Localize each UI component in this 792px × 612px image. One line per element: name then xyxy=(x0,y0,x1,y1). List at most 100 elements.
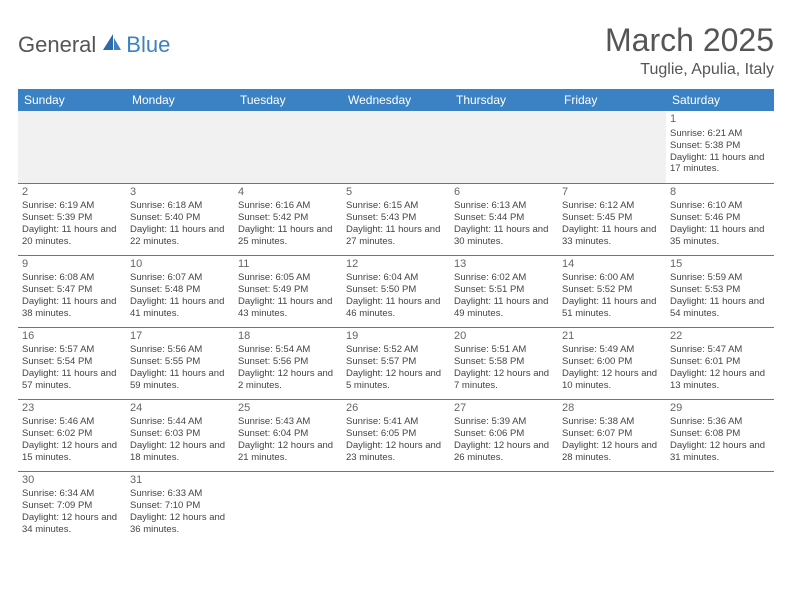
daylight-text: Daylight: 11 hours and 49 minutes. xyxy=(454,296,554,320)
calendar-day-cell: 26Sunrise: 5:41 AMSunset: 6:05 PMDayligh… xyxy=(342,399,450,471)
calendar-day-cell: 7Sunrise: 6:12 AMSunset: 5:45 PMDaylight… xyxy=(558,183,666,255)
day-number: 6 xyxy=(454,186,554,200)
daylight-text: Daylight: 11 hours and 30 minutes. xyxy=(454,224,554,248)
sunset-text: Sunset: 5:49 PM xyxy=(238,284,338,296)
header: General Blue March 2025 Tuglie, Apulia, … xyxy=(18,22,774,79)
daylight-text: Daylight: 12 hours and 15 minutes. xyxy=(22,440,122,464)
daylight-text: Daylight: 11 hours and 33 minutes. xyxy=(562,224,662,248)
sunset-text: Sunset: 5:48 PM xyxy=(130,284,230,296)
sunset-text: Sunset: 6:02 PM xyxy=(22,428,122,440)
day-number: 2 xyxy=(22,186,122,200)
brand-part2: Blue xyxy=(126,32,170,58)
day-number: 15 xyxy=(670,258,770,272)
calendar-week-row: 16Sunrise: 5:57 AMSunset: 5:54 PMDayligh… xyxy=(18,327,774,399)
daylight-text: Daylight: 12 hours and 26 minutes. xyxy=(454,440,554,464)
calendar-day-cell: 9Sunrise: 6:08 AMSunset: 5:47 PMDaylight… xyxy=(18,255,126,327)
calendar-day-cell: 31Sunrise: 6:33 AMSunset: 7:10 PMDayligh… xyxy=(126,471,234,543)
day-number: 20 xyxy=(454,330,554,344)
calendar-week-row: 1Sunrise: 6:21 AMSunset: 5:38 PMDaylight… xyxy=(18,111,774,183)
daylight-text: Daylight: 12 hours and 36 minutes. xyxy=(130,512,230,536)
calendar-day-cell xyxy=(558,471,666,543)
daylight-text: Daylight: 12 hours and 2 minutes. xyxy=(238,368,338,392)
calendar-day-cell: 13Sunrise: 6:02 AMSunset: 5:51 PMDayligh… xyxy=(450,255,558,327)
sunrise-text: Sunrise: 5:43 AM xyxy=(238,416,338,428)
daylight-text: Daylight: 12 hours and 28 minutes. xyxy=(562,440,662,464)
day-number: 28 xyxy=(562,402,662,416)
brand-logo: General Blue xyxy=(18,32,170,58)
calendar-day-cell: 28Sunrise: 5:38 AMSunset: 6:07 PMDayligh… xyxy=(558,399,666,471)
calendar-day-cell xyxy=(234,471,342,543)
day-number: 10 xyxy=(130,258,230,272)
calendar-day-cell: 8Sunrise: 6:10 AMSunset: 5:46 PMDaylight… xyxy=(666,183,774,255)
calendar-day-cell: 30Sunrise: 6:34 AMSunset: 7:09 PMDayligh… xyxy=(18,471,126,543)
calendar-day-cell: 24Sunrise: 5:44 AMSunset: 6:03 PMDayligh… xyxy=(126,399,234,471)
calendar-day-cell: 4Sunrise: 6:16 AMSunset: 5:42 PMDaylight… xyxy=(234,183,342,255)
calendar-week-row: 30Sunrise: 6:34 AMSunset: 7:09 PMDayligh… xyxy=(18,471,774,543)
sunset-text: Sunset: 7:09 PM xyxy=(22,500,122,512)
sunset-text: Sunset: 5:54 PM xyxy=(22,356,122,368)
calendar-day-cell: 16Sunrise: 5:57 AMSunset: 5:54 PMDayligh… xyxy=(18,327,126,399)
daylight-text: Daylight: 11 hours and 51 minutes. xyxy=(562,296,662,320)
day-number: 22 xyxy=(670,330,770,344)
daylight-text: Daylight: 11 hours and 54 minutes. xyxy=(670,296,770,320)
sunset-text: Sunset: 6:04 PM xyxy=(238,428,338,440)
sunrise-text: Sunrise: 5:57 AM xyxy=(22,344,122,356)
calendar-day-cell: 10Sunrise: 6:07 AMSunset: 5:48 PMDayligh… xyxy=(126,255,234,327)
calendar-page: General Blue March 2025 Tuglie, Apulia, … xyxy=(0,0,792,557)
sunrise-text: Sunrise: 5:47 AM xyxy=(670,344,770,356)
sunset-text: Sunset: 5:47 PM xyxy=(22,284,122,296)
daylight-text: Daylight: 11 hours and 25 minutes. xyxy=(238,224,338,248)
day-number: 25 xyxy=(238,402,338,416)
calendar-day-cell xyxy=(666,471,774,543)
calendar-day-cell: 2Sunrise: 6:19 AMSunset: 5:39 PMDaylight… xyxy=(18,183,126,255)
calendar-day-cell xyxy=(450,471,558,543)
daylight-text: Daylight: 11 hours and 43 minutes. xyxy=(238,296,338,320)
sunset-text: Sunset: 5:53 PM xyxy=(670,284,770,296)
sunset-text: Sunset: 5:55 PM xyxy=(130,356,230,368)
brand-part1: General xyxy=(18,32,96,58)
daylight-text: Daylight: 12 hours and 5 minutes. xyxy=(346,368,446,392)
sunrise-text: Sunrise: 6:08 AM xyxy=(22,272,122,284)
calendar-day-cell xyxy=(342,111,450,183)
day-number: 18 xyxy=(238,330,338,344)
day-number: 19 xyxy=(346,330,446,344)
day-number: 29 xyxy=(670,402,770,416)
daylight-text: Daylight: 11 hours and 41 minutes. xyxy=(130,296,230,320)
page-title: March 2025 xyxy=(605,22,774,59)
day-number: 23 xyxy=(22,402,122,416)
sunrise-text: Sunrise: 6:13 AM xyxy=(454,200,554,212)
sunrise-text: Sunrise: 5:51 AM xyxy=(454,344,554,356)
sunset-text: Sunset: 5:50 PM xyxy=(346,284,446,296)
calendar-day-cell: 6Sunrise: 6:13 AMSunset: 5:44 PMDaylight… xyxy=(450,183,558,255)
calendar-day-cell xyxy=(126,111,234,183)
day-number: 21 xyxy=(562,330,662,344)
sunset-text: Sunset: 6:01 PM xyxy=(670,356,770,368)
calendar-day-cell: 14Sunrise: 6:00 AMSunset: 5:52 PMDayligh… xyxy=(558,255,666,327)
sunrise-text: Sunrise: 5:44 AM xyxy=(130,416,230,428)
sunrise-text: Sunrise: 6:00 AM xyxy=(562,272,662,284)
weekday-header-row: Sunday Monday Tuesday Wednesday Thursday… xyxy=(18,89,774,111)
calendar-table: Sunday Monday Tuesday Wednesday Thursday… xyxy=(18,89,774,543)
day-number: 9 xyxy=(22,258,122,272)
daylight-text: Daylight: 12 hours and 31 minutes. xyxy=(670,440,770,464)
calendar-day-cell: 11Sunrise: 6:05 AMSunset: 5:49 PMDayligh… xyxy=(234,255,342,327)
sunrise-text: Sunrise: 5:36 AM xyxy=(670,416,770,428)
day-number: 12 xyxy=(346,258,446,272)
day-number: 24 xyxy=(130,402,230,416)
sunrise-text: Sunrise: 6:15 AM xyxy=(346,200,446,212)
sunrise-text: Sunrise: 6:12 AM xyxy=(562,200,662,212)
day-number: 7 xyxy=(562,186,662,200)
sail-icon xyxy=(101,32,123,58)
sunrise-text: Sunrise: 5:52 AM xyxy=(346,344,446,356)
sunset-text: Sunset: 6:03 PM xyxy=(130,428,230,440)
weekday-header: Sunday xyxy=(18,89,126,111)
day-number: 8 xyxy=(670,186,770,200)
calendar-day-cell: 19Sunrise: 5:52 AMSunset: 5:57 PMDayligh… xyxy=(342,327,450,399)
day-number: 11 xyxy=(238,258,338,272)
sunset-text: Sunset: 5:44 PM xyxy=(454,212,554,224)
daylight-text: Daylight: 11 hours and 17 minutes. xyxy=(670,152,770,176)
sunset-text: Sunset: 5:51 PM xyxy=(454,284,554,296)
sunrise-text: Sunrise: 5:54 AM xyxy=(238,344,338,356)
sunset-text: Sunset: 5:42 PM xyxy=(238,212,338,224)
daylight-text: Daylight: 12 hours and 13 minutes. xyxy=(670,368,770,392)
